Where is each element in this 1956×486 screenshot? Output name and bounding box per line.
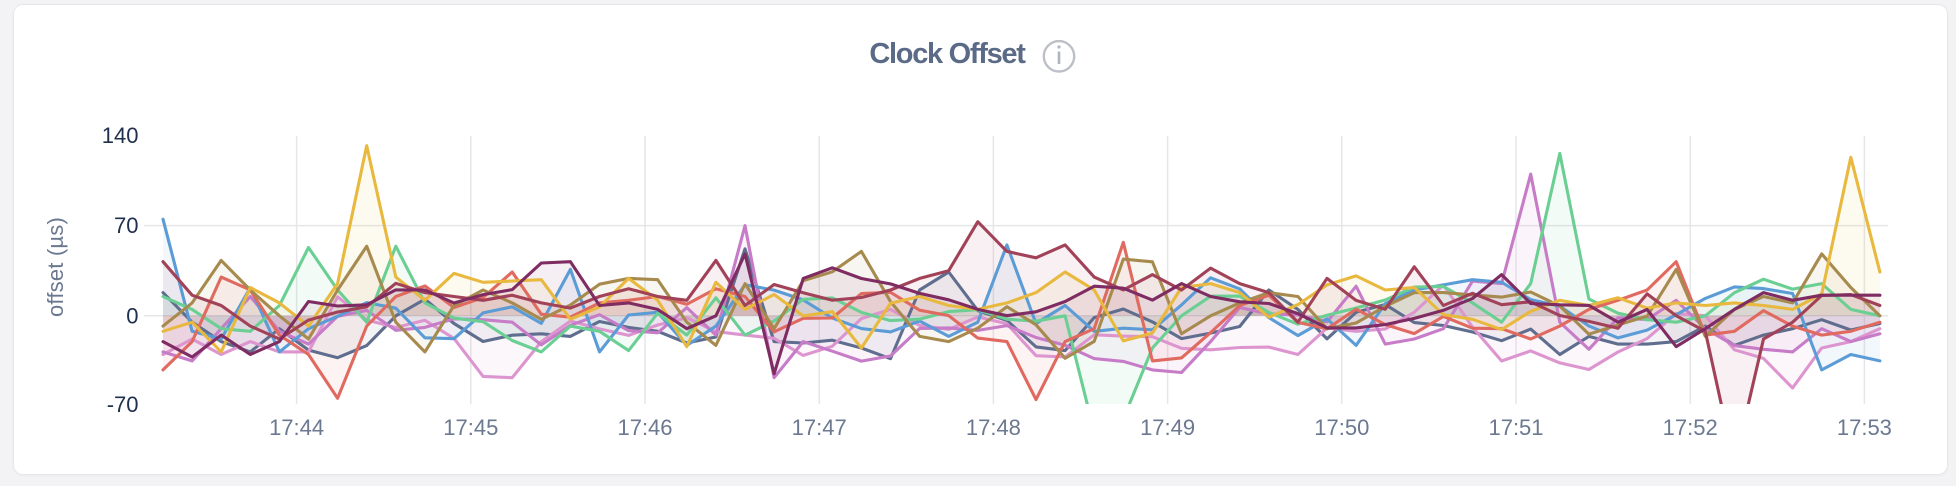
svg-text:17:46: 17:46 — [617, 415, 672, 440]
svg-text:70: 70 — [114, 213, 138, 238]
svg-text:17:48: 17:48 — [966, 415, 1021, 440]
svg-text:17:53: 17:53 — [1837, 415, 1892, 440]
svg-text:17:45: 17:45 — [443, 415, 498, 440]
svg-text:17:51: 17:51 — [1488, 415, 1543, 440]
svg-text:17:44: 17:44 — [269, 415, 324, 440]
svg-text:17:52: 17:52 — [1663, 415, 1718, 440]
svg-text:17:49: 17:49 — [1140, 415, 1195, 440]
svg-text:17:47: 17:47 — [792, 415, 847, 440]
svg-text:-70: -70 — [107, 392, 139, 417]
svg-text:17:50: 17:50 — [1314, 415, 1369, 440]
svg-text:0: 0 — [126, 303, 138, 328]
svg-text:140: 140 — [102, 123, 139, 148]
